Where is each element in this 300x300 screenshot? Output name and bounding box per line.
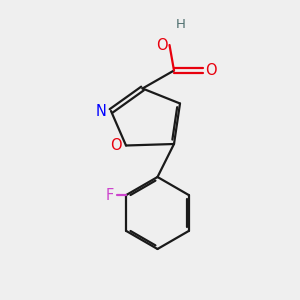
Text: F: F xyxy=(106,188,114,202)
Text: O: O xyxy=(156,38,168,52)
Text: N: N xyxy=(96,103,107,118)
Text: O: O xyxy=(111,138,122,153)
Text: H: H xyxy=(176,18,185,32)
Text: O: O xyxy=(205,63,217,78)
